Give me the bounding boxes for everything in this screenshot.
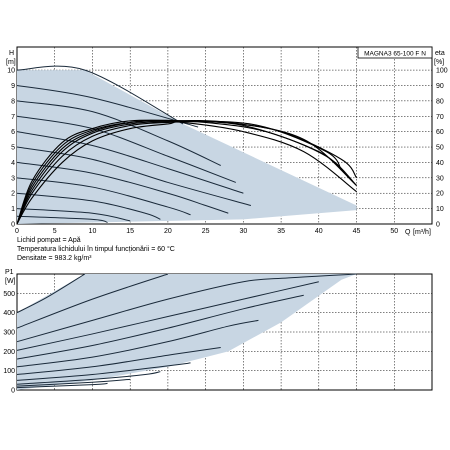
top-y2-tick-label: 40 (436, 160, 444, 167)
bottom-curves (16, 273, 357, 389)
top-y2-tick-label: 50 (436, 145, 444, 152)
top-x-tick-label: 15 (126, 228, 134, 235)
power-curve (16, 273, 86, 314)
top-y2-tick-label: 90 (436, 83, 444, 90)
top-y2-tick-label: 60 (436, 129, 444, 136)
top-y-tick-label: 0 (11, 222, 15, 229)
top-y2-tick-label: 0 (436, 222, 440, 229)
bottom-tick-labels: 0 100 200 300 400 500 (3, 291, 15, 395)
top-tick-labels: 0 5 10 15 20 25 30 35 40 45 5001234567891001020304… (7, 68, 448, 235)
power-curve (16, 362, 191, 381)
top-y-tick-label: 3 (11, 175, 15, 182)
top-x-tick-label: 40 (315, 228, 323, 235)
top-y-tick-label: 6 (11, 129, 15, 136)
bottom-y-tick-label: 400 (3, 310, 15, 317)
top-y-tick-label: 4 (11, 160, 15, 167)
top-y2-tick-label: 70 (436, 114, 444, 121)
top-y2-tick-label: 30 (436, 175, 444, 182)
efficiency-curve (16, 120, 350, 225)
note-density: Densitate = 983.2 kg/m³ (17, 255, 92, 262)
head-efficiency-panel: 0 5 10 15 20 25 30 35 40 45 5001234567891001020304… (6, 46, 448, 236)
y2-axis-label: eta (435, 50, 445, 57)
top-x-tick-label: 5 (53, 228, 57, 235)
top-x-tick-label: 25 (202, 228, 210, 235)
model-label-box (357, 46, 433, 59)
top-y-tick-label: 2 (11, 191, 15, 198)
top-x-tick-label: 0 (15, 228, 19, 235)
top-x-tick-label: 20 (164, 228, 172, 235)
note-liquid: Lichid pompat = Apă (17, 237, 81, 244)
power-curve (16, 382, 108, 389)
top-y-tick-label: 8 (11, 98, 15, 105)
bottom-operating-area-fill (17, 274, 357, 390)
power-curve (16, 346, 221, 376)
top-y-tick-label: 9 (11, 83, 15, 90)
top-y-tick-label: 5 (11, 145, 15, 152)
efficiency-curve (16, 121, 357, 225)
note-temperature: Temperatura lichidului în timpul funcțio… (17, 246, 175, 253)
model-label: MAGNA3 65-100 F N (364, 51, 426, 58)
power-curve (16, 273, 169, 329)
top-y2-tick-label: 10 (436, 206, 444, 213)
top-x-tick-label: 35 (277, 228, 285, 235)
power-curve (16, 294, 304, 360)
bottom-y-tick-label: 100 (3, 368, 15, 375)
x-axis-unit: [m³/h] (413, 229, 431, 236)
y-axis-label: H (9, 50, 14, 57)
y2-axis-unit: [%] (434, 59, 444, 66)
p1-axis-unit: [W] (5, 278, 16, 285)
top-y2-tick-label: 20 (436, 191, 444, 198)
bottom-y-tick-label: 200 (3, 349, 15, 356)
head-curve (16, 161, 229, 214)
head-curve (16, 65, 184, 125)
efficiency-curve (16, 119, 342, 225)
p1-axis-label: P1 (5, 269, 14, 276)
power-curve (16, 378, 131, 387)
head-curve (16, 177, 191, 216)
head-curve (16, 131, 244, 194)
y-axis-unit: [m] (6, 59, 16, 66)
top-curves (16, 65, 358, 225)
top-y-tick-label: 10 (7, 68, 15, 75)
x-axis-label: Q (405, 229, 411, 236)
top-y-tick-label: 1 (11, 206, 15, 213)
top-y2-tick-label: 100 (436, 68, 448, 75)
top-x-tick-label: 30 (239, 228, 247, 235)
power-panel: 0 100 200 300 400 500 P1 [W] (3, 269, 433, 395)
top-operating-area-fill (17, 70, 357, 224)
top-x-tick-label: 10 (89, 228, 97, 235)
top-operating-area (17, 70, 357, 224)
top-y-tick-label: 7 (11, 114, 15, 121)
head-curve (16, 146, 252, 207)
head-curve (16, 115, 236, 183)
head-curve (16, 215, 108, 223)
bottom-y-tick-label: 300 (3, 330, 15, 337)
power-curve (16, 371, 161, 385)
bottom-y-tick-label: 0 (11, 388, 15, 395)
top-y2-tick-label: 80 (436, 98, 444, 105)
bottom-y-tick-label: 500 (3, 291, 15, 298)
power-curve (16, 281, 319, 351)
power-curve (16, 319, 259, 368)
top-x-tick-label: 50 (390, 228, 398, 235)
power-curve (16, 273, 357, 343)
head-curve (16, 208, 131, 222)
top-x-tick-label: 45 (353, 228, 361, 235)
bottom-operating-area (17, 274, 357, 390)
head-curve (16, 192, 161, 220)
